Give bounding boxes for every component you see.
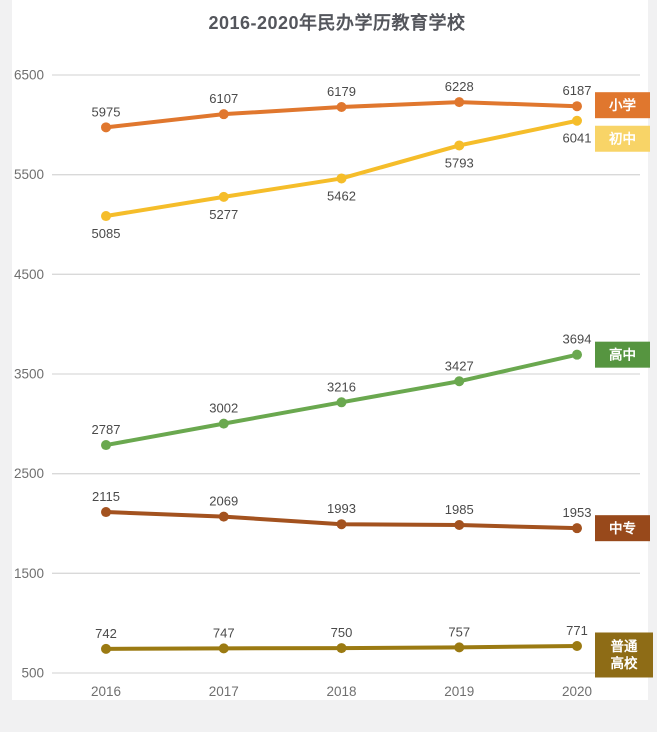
- y-axis-tick-4500: 4500: [14, 267, 44, 282]
- data-point-初中-2017[interactable]: [218, 191, 229, 202]
- data-point-普通高校-2016[interactable]: [101, 643, 111, 654]
- y-axis-tick-6500: 6500: [14, 68, 44, 83]
- data-point-中专-2019[interactable]: [454, 519, 465, 530]
- data-point-普通高校-2019[interactable]: [454, 642, 465, 653]
- y-axis-tick-3500: 3500: [14, 367, 44, 382]
- data-label-小学-2016: 5975: [92, 104, 121, 119]
- y-axis-tick-2500: 2500: [14, 466, 44, 481]
- data-label-中专-2019: 1985: [445, 502, 474, 517]
- data-label-小学-2019: 6228: [445, 79, 474, 94]
- data-point-高中-2018[interactable]: [336, 397, 347, 408]
- data-point-普通高校-2018[interactable]: [336, 643, 347, 654]
- data-label-普通高校-2020: 771: [566, 623, 588, 638]
- x-axis-tick-2016: 2016: [91, 684, 121, 699]
- data-point-小学-2018[interactable]: [336, 101, 347, 112]
- legend-普通高校[interactable]: [595, 632, 653, 678]
- data-label-小学-2018: 6179: [327, 84, 356, 99]
- data-label-普通高校-2018: 750: [331, 625, 353, 640]
- data-label-中专-2016: 2115: [92, 489, 120, 504]
- x-axis-tick-2018: 2018: [326, 684, 356, 699]
- data-point-小学-2019[interactable]: [454, 97, 465, 108]
- data-label-中专-2018: 1993: [327, 501, 356, 516]
- data-label-普通高校-2019: 757: [448, 624, 470, 639]
- legend-label-普通高校-1: 高校: [611, 655, 639, 671]
- data-label-高中-2017: 3002: [209, 401, 238, 416]
- data-point-初中-2020[interactable]: [572, 115, 582, 126]
- data-point-高中-2016[interactable]: [101, 440, 111, 451]
- legend-高中[interactable]: [595, 341, 650, 368]
- data-label-初中-2020: 6041: [563, 131, 592, 146]
- chart-card: [12, 0, 648, 700]
- legend-label-初中-0: 初中: [609, 131, 636, 147]
- data-label-中专-2020: 1953: [563, 505, 592, 520]
- legend-小学[interactable]: [595, 92, 650, 119]
- data-point-初中-2019[interactable]: [454, 140, 465, 151]
- legend-中专[interactable]: [595, 515, 650, 542]
- chart-title: 2016-2020年民办学历教育学校: [208, 13, 466, 33]
- data-point-初中-2018[interactable]: [336, 173, 347, 184]
- legend-label-高中-0: 高中: [609, 347, 636, 363]
- data-label-普通高校-2017: 747: [213, 625, 235, 640]
- data-point-中专-2020[interactable]: [572, 523, 582, 534]
- x-axis-tick-2019: 2019: [444, 684, 474, 699]
- data-label-高中-2020: 3694: [563, 332, 592, 347]
- data-point-高中-2017[interactable]: [218, 418, 229, 429]
- data-point-普通高校-2020[interactable]: [572, 640, 582, 651]
- legend-label-普通高校-0: 普通: [611, 638, 639, 654]
- data-label-普通高校-2016: 742: [95, 626, 117, 641]
- y-axis-tick-500: 500: [21, 666, 44, 681]
- data-label-初中-2018: 5462: [327, 188, 356, 203]
- data-label-中专-2017: 2069: [209, 494, 238, 509]
- x-axis-tick-2017: 2017: [209, 684, 239, 699]
- data-label-高中-2019: 3427: [445, 358, 474, 373]
- data-point-小学-2016[interactable]: [101, 122, 111, 133]
- data-point-初中-2016[interactable]: [101, 211, 111, 222]
- data-label-初中-2017: 5277: [209, 207, 238, 222]
- legend-初中[interactable]: [595, 125, 650, 152]
- data-label-初中-2019: 5793: [445, 155, 474, 170]
- data-label-小学-2017: 6107: [209, 91, 238, 106]
- x-axis-tick-2020: 2020: [562, 684, 592, 699]
- data-point-高中-2020[interactable]: [572, 349, 582, 360]
- data-point-普通高校-2017[interactable]: [218, 643, 229, 654]
- data-label-初中-2016: 5085: [92, 226, 121, 241]
- legend-label-中专-0: 中专: [609, 520, 636, 536]
- data-label-小学-2020: 6187: [563, 83, 592, 98]
- data-point-小学-2020[interactable]: [572, 101, 582, 112]
- data-label-高中-2018: 3216: [327, 379, 356, 394]
- data-point-小学-2017[interactable]: [218, 109, 229, 120]
- y-axis-tick-1500: 1500: [14, 566, 44, 581]
- data-point-中专-2016[interactable]: [101, 507, 111, 518]
- data-point-高中-2019[interactable]: [454, 376, 465, 387]
- data-label-高中-2016: 2787: [92, 422, 121, 437]
- data-point-中专-2017[interactable]: [218, 511, 229, 522]
- y-axis-tick-5500: 5500: [14, 167, 44, 182]
- data-point-中专-2018[interactable]: [336, 519, 347, 530]
- legend-label-小学-0: 小学: [609, 97, 637, 113]
